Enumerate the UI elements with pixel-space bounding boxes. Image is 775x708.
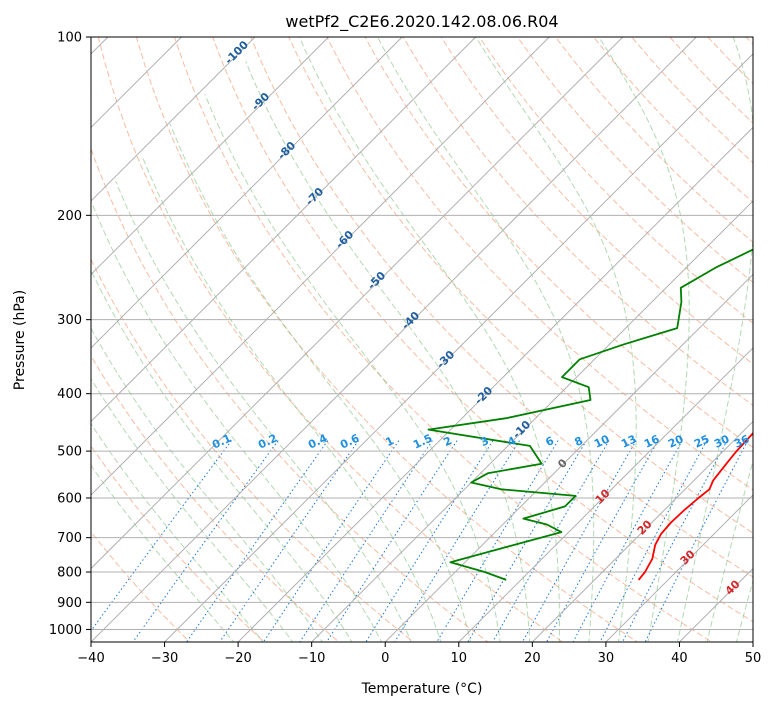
mixing-ratio-label: 20 (666, 432, 686, 450)
isotherm (91, 37, 550, 496)
mixing-ratio-line (326, 440, 458, 642)
mixing-ratio-label: 30 (712, 432, 732, 450)
isotherm (91, 37, 403, 349)
x-axis: −40 −30 −20 −10 0 10 20 30 40 50 (77, 642, 761, 666)
moist-adiabat (475, 37, 637, 642)
moist-adiabat (298, 37, 560, 642)
x-tick-label: 10 (451, 651, 468, 666)
isobars (91, 37, 753, 630)
moist-adiabat (91, 269, 353, 642)
dry-adiabat (440, 37, 753, 365)
mixing-ratio-line (132, 440, 279, 642)
x-tick-label: 40 (671, 651, 688, 666)
isotherm (605, 494, 753, 642)
y-axis-title: Pressure (hPa) (12, 290, 28, 390)
isotherm (91, 37, 477, 423)
moist-adiabat (142, 157, 442, 642)
dry-adiabat (326, 37, 753, 491)
isotherms (91, 37, 753, 642)
isotherm (91, 37, 624, 570)
dry-adiabat (364, 37, 753, 448)
isotherm (458, 347, 753, 642)
dry-adiabat (212, 37, 753, 623)
mixing-ratio-label: 10 (592, 432, 612, 450)
y-axis: 100 200 300 400 500 600 700 800 900 1000 (49, 31, 91, 638)
dry-adiabat (516, 37, 753, 284)
dry-adiabat (288, 37, 753, 534)
mixing-ratio-line (492, 440, 610, 642)
y-tick-label: 200 (57, 209, 82, 224)
dewpoint-profile (427, 248, 753, 581)
x-tick-label: −40 (77, 651, 104, 666)
x-tick-label: 30 (598, 651, 615, 666)
y-tick-label: 800 (57, 566, 82, 581)
chart-title: wetPf2_C2E6.2020.142.08.06.R04 (285, 12, 558, 32)
y-tick-label: 700 (57, 531, 82, 546)
mixing-ratio-line (185, 440, 329, 642)
dry-adiabats (91, 10, 775, 645)
y-tick-label: 900 (57, 596, 82, 611)
x-tick-label: 20 (524, 651, 541, 666)
y-tick-label: 600 (57, 492, 82, 507)
mixing-ratio-label: 16 (642, 432, 662, 450)
mixing-ratio-line (572, 440, 683, 642)
dry-adiabat (250, 37, 753, 578)
x-tick-label: −10 (298, 651, 325, 666)
mixing-ratio-line (521, 440, 637, 642)
moist-adiabat (91, 201, 383, 642)
temperature-profile (637, 431, 753, 581)
isotherm (237, 126, 753, 642)
moist-adiabat (91, 377, 294, 642)
moist-adiabat (115, 180, 412, 642)
profiles (427, 248, 753, 581)
x-axis-title: Temperature (°C) (361, 681, 483, 697)
x-tick-label: 0 (381, 651, 389, 666)
dry-adiabat (91, 258, 415, 642)
dry-adiabat (478, 37, 753, 324)
x-tick-label: −20 (224, 651, 251, 666)
isotherm (91, 37, 697, 642)
dry-adiabat (173, 37, 713, 642)
isotherm (311, 200, 753, 642)
mixing-ratio-label: 25 (692, 432, 711, 450)
isotherm (384, 273, 753, 642)
mixing-ratio-line (365, 440, 494, 642)
dry-adiabat (758, 10, 775, 645)
mixing-ratio-line (436, 440, 559, 642)
mixing-ratio-line (546, 440, 659, 642)
dry-adiabat (97, 37, 564, 642)
y-tick-label: 500 (57, 445, 82, 460)
isotherm (164, 53, 753, 642)
moist-adiabat (91, 464, 235, 642)
mixing-ratio-line (262, 440, 400, 642)
isotherm (91, 37, 256, 202)
moist-adiabat (91, 327, 323, 642)
mixing-ratio-line (219, 440, 359, 642)
y-tick-label: 400 (57, 387, 82, 402)
moist-adiabat (204, 94, 501, 642)
isotherm (531, 420, 753, 642)
isotherm (752, 641, 753, 642)
mixing-ratio-line (299, 440, 433, 642)
mixing-ratio-label: 13 (619, 432, 638, 450)
plot-frame (90, 36, 754, 643)
mixing-ratio-label: 36 (732, 432, 752, 450)
isotherm (91, 37, 329, 276)
mixing-ratio-line (644, 440, 749, 642)
dry-adiabat (402, 37, 753, 406)
dry-adiabat (91, 355, 340, 642)
moist-adiabat (377, 37, 595, 642)
y-tick-label: 100 (57, 31, 82, 46)
y-tick-label: 1000 (49, 623, 82, 638)
dry-adiabat (91, 147, 489, 642)
dry-adiabat (135, 37, 639, 642)
x-tick-label: −30 (151, 651, 178, 666)
dry-adiabat (91, 445, 265, 642)
x-tick-label: 50 (745, 651, 762, 666)
y-tick-label: 300 (57, 313, 82, 328)
